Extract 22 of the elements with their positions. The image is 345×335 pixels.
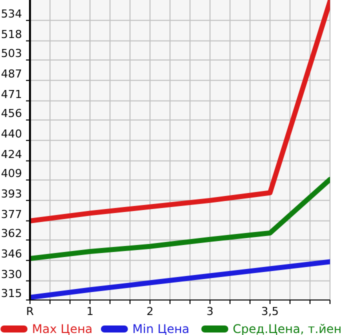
x-tick-label: 3 — [206, 305, 214, 318]
y-tick-label: 471 — [1, 88, 22, 101]
x-tick-label: 1 — [86, 305, 94, 318]
y-tick-label: 534 — [1, 7, 22, 20]
x-tick-label: R — [26, 305, 34, 318]
y-tick-label: 330 — [1, 268, 22, 281]
y-tick-label: 424 — [1, 148, 22, 161]
y-tick-label: 518 — [1, 28, 22, 41]
y-tick-label: 362 — [1, 227, 22, 240]
y-tick-label: 393 — [1, 187, 22, 200]
y-tick-label: 456 — [1, 107, 22, 120]
y-tick-label: 440 — [1, 127, 22, 140]
y-tick-label: 346 — [1, 247, 22, 260]
y-tick-label: 377 — [1, 208, 22, 221]
legend-label: Max Цена — [32, 322, 93, 335]
legend-label: Min Цена — [132, 322, 190, 335]
x-tick-label: 3,5 — [261, 305, 279, 318]
y-tick-label: 503 — [1, 47, 22, 60]
y-tick-label: 487 — [1, 67, 22, 80]
y-tick-label: 315 — [1, 287, 22, 300]
x-tick-label: 2 — [146, 305, 154, 318]
y-tick-label: 409 — [1, 167, 22, 180]
